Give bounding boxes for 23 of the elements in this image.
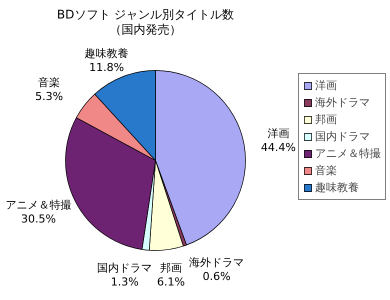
legend-label: 邦画 [315,112,337,127]
data-label: 11.8% [89,61,124,74]
data-label: 30.5% [21,212,56,226]
data-label: 44.4% [260,140,296,154]
slice-label: 海外ドラマ [189,256,244,269]
chart-subtitle: （国内発売） [110,22,182,36]
data-label: 1.3% [110,276,139,289]
slice-label: アニメ＆特撮 [6,198,72,212]
legend-label: 趣味教養 [315,180,359,195]
slice-label: 趣味教養 [84,47,129,60]
slice-label: 洋画 [267,126,290,140]
legend-label: 国内ドラマ [315,129,370,144]
slice-label: 邦画 [160,261,182,274]
slice-label: 国内ドラマ [97,262,152,275]
legend-label: 音楽 [315,163,337,178]
legend-label: 海外ドラマ [315,95,370,110]
data-label: 6.1% [157,275,185,288]
chart-title: BDソフト ジャンル別タイトル数 [56,8,234,22]
data-label: 0.6% [202,270,231,283]
data-label: 5.3% [35,90,64,104]
legend-label: アニメ＆特撮 [315,146,381,161]
slice-label: 音楽 [38,76,60,90]
legend-label: 洋画 [315,78,337,93]
